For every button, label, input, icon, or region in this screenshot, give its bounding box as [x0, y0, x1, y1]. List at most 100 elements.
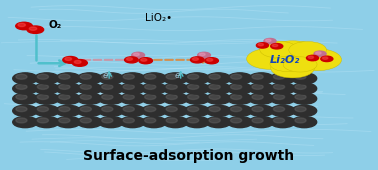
Circle shape: [77, 83, 102, 94]
Circle shape: [273, 74, 285, 79]
Circle shape: [16, 95, 27, 99]
Circle shape: [18, 23, 25, 27]
Circle shape: [206, 93, 231, 104]
Circle shape: [295, 84, 306, 89]
Circle shape: [59, 118, 70, 123]
Circle shape: [166, 84, 177, 89]
Circle shape: [163, 105, 188, 116]
Circle shape: [59, 95, 70, 99]
Circle shape: [184, 105, 209, 116]
Circle shape: [166, 95, 177, 99]
Circle shape: [145, 95, 156, 99]
Circle shape: [209, 118, 220, 123]
Circle shape: [187, 95, 199, 99]
Circle shape: [258, 43, 263, 46]
Circle shape: [145, 84, 156, 89]
Circle shape: [77, 93, 102, 104]
Circle shape: [207, 58, 213, 61]
Text: LiO₂•: LiO₂•: [145, 13, 172, 23]
Circle shape: [260, 41, 297, 58]
Circle shape: [16, 118, 27, 123]
Circle shape: [228, 93, 252, 104]
Circle shape: [13, 116, 37, 128]
Circle shape: [316, 52, 321, 54]
Circle shape: [37, 84, 48, 89]
Circle shape: [249, 93, 274, 104]
Circle shape: [322, 57, 328, 59]
Circle shape: [141, 105, 166, 116]
Text: O₂: O₂: [48, 20, 62, 30]
Circle shape: [252, 74, 263, 79]
Circle shape: [270, 105, 295, 116]
Text: Surface-adsorption growth: Surface-adsorption growth: [84, 149, 294, 163]
Circle shape: [13, 105, 37, 116]
Circle shape: [34, 73, 59, 84]
Circle shape: [228, 83, 252, 94]
Circle shape: [29, 27, 37, 30]
Circle shape: [65, 57, 72, 61]
Circle shape: [120, 83, 145, 94]
Circle shape: [270, 116, 295, 128]
Circle shape: [292, 73, 317, 84]
Text: e⁻: e⁻: [175, 71, 185, 80]
Circle shape: [141, 93, 166, 104]
Circle shape: [199, 53, 205, 56]
Circle shape: [16, 22, 33, 30]
Circle shape: [184, 83, 209, 94]
Circle shape: [246, 48, 293, 69]
Circle shape: [126, 58, 133, 60]
Circle shape: [59, 74, 70, 79]
Circle shape: [16, 107, 27, 112]
Circle shape: [123, 74, 134, 79]
Circle shape: [206, 83, 231, 94]
Circle shape: [249, 105, 274, 116]
Circle shape: [102, 74, 113, 79]
Circle shape: [273, 84, 285, 89]
Circle shape: [123, 95, 134, 99]
Circle shape: [34, 93, 59, 104]
Circle shape: [187, 84, 199, 89]
Circle shape: [63, 56, 78, 63]
Circle shape: [273, 44, 278, 47]
Circle shape: [37, 95, 48, 99]
Circle shape: [99, 93, 124, 104]
Circle shape: [283, 57, 317, 72]
Circle shape: [271, 44, 283, 49]
Circle shape: [249, 73, 274, 84]
Circle shape: [166, 107, 177, 112]
Circle shape: [231, 84, 242, 89]
Circle shape: [166, 74, 177, 79]
Circle shape: [273, 118, 285, 123]
Circle shape: [187, 107, 199, 112]
Circle shape: [270, 56, 304, 72]
Circle shape: [209, 74, 220, 79]
Circle shape: [13, 83, 37, 94]
Circle shape: [206, 116, 231, 128]
Circle shape: [209, 95, 220, 99]
Circle shape: [295, 95, 306, 99]
Circle shape: [209, 84, 220, 89]
Circle shape: [80, 95, 91, 99]
Circle shape: [273, 107, 285, 112]
Circle shape: [271, 58, 314, 78]
Circle shape: [249, 83, 274, 94]
Circle shape: [231, 74, 242, 79]
Circle shape: [120, 105, 145, 116]
Circle shape: [77, 73, 102, 84]
Circle shape: [37, 118, 48, 123]
Circle shape: [252, 118, 263, 123]
Circle shape: [37, 74, 48, 79]
Circle shape: [77, 116, 102, 128]
Circle shape: [59, 107, 70, 112]
Circle shape: [133, 53, 139, 56]
Circle shape: [262, 41, 324, 69]
Circle shape: [205, 58, 218, 64]
Circle shape: [231, 118, 242, 123]
Circle shape: [292, 105, 317, 116]
Circle shape: [141, 83, 166, 94]
Circle shape: [295, 107, 306, 112]
Circle shape: [141, 73, 166, 84]
Circle shape: [270, 83, 295, 94]
Circle shape: [13, 73, 37, 84]
Circle shape: [120, 116, 145, 128]
